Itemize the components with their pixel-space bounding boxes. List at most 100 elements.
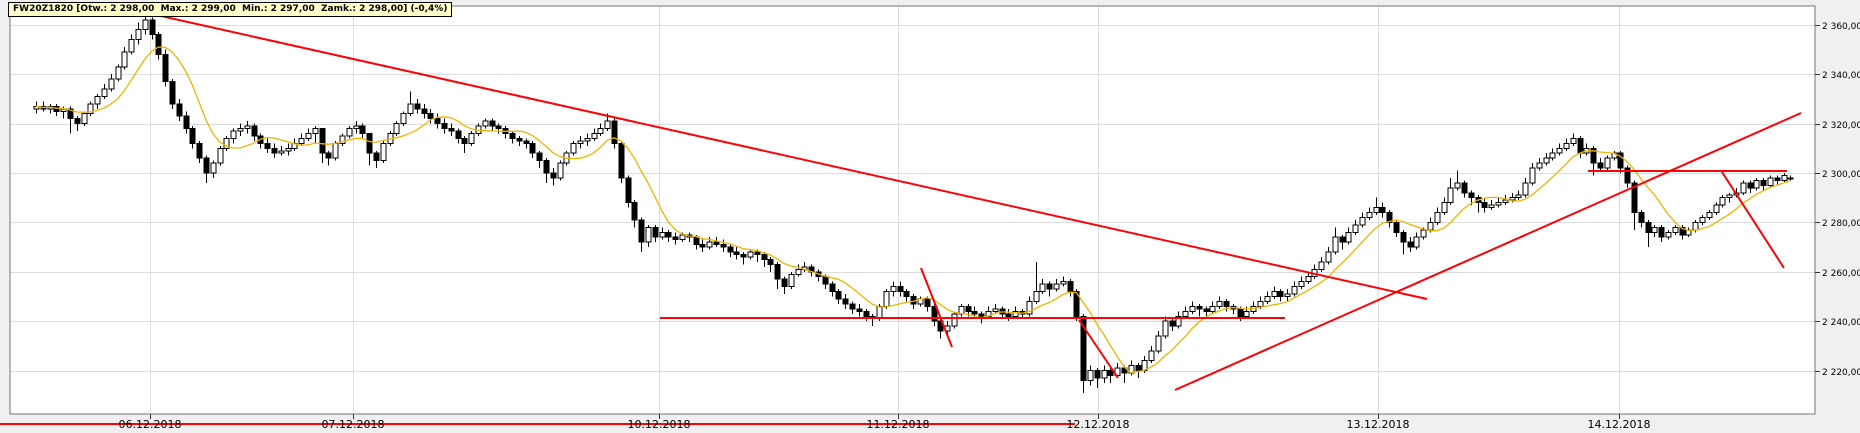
down-candle xyxy=(176,103,183,117)
up-candle xyxy=(1726,194,1733,199)
down-candle xyxy=(638,219,645,243)
down-candle xyxy=(536,152,543,162)
up-candle xyxy=(407,103,414,115)
up-candle xyxy=(223,137,230,149)
up-candle xyxy=(1298,281,1305,288)
down-candle xyxy=(754,251,761,256)
up-candle xyxy=(1305,276,1312,283)
down-candle xyxy=(720,244,727,248)
trendline-short-steep-drop-2[interactable] xyxy=(1078,319,1119,379)
up-candle xyxy=(1209,305,1216,312)
up-candle xyxy=(1488,204,1495,209)
up-candle xyxy=(128,39,135,53)
up-candle xyxy=(876,305,883,320)
up-candle xyxy=(1257,300,1264,307)
up-candle xyxy=(400,113,407,125)
trendlines[interactable] xyxy=(0,11,1802,425)
up-candle xyxy=(557,162,564,179)
up-candle xyxy=(1753,179,1760,189)
down-candle xyxy=(1617,152,1624,169)
down-candle xyxy=(461,137,468,144)
up-candle xyxy=(1155,335,1162,352)
trendline-long-descending-resistance[interactable] xyxy=(142,11,1428,300)
down-candle xyxy=(421,108,428,115)
down-candle xyxy=(427,113,434,120)
down-candle xyxy=(931,305,938,322)
down-candle xyxy=(897,286,904,293)
up-candle xyxy=(312,128,319,134)
down-candle xyxy=(1067,281,1074,293)
x-axis-date-label: 07.12.2018 xyxy=(322,418,385,431)
down-candle xyxy=(1774,177,1781,181)
up-candle xyxy=(1053,283,1060,290)
y-axis-label: 2 360,00 xyxy=(1822,22,1860,32)
up-candle xyxy=(1692,221,1699,231)
down-candle xyxy=(1203,308,1210,312)
up-candle xyxy=(1570,137,1577,144)
up-candle xyxy=(591,132,598,139)
down-candle xyxy=(251,125,258,137)
up-candle xyxy=(1447,187,1454,204)
down-candle xyxy=(1339,236,1346,243)
down-candle xyxy=(155,34,162,55)
down-candle xyxy=(1407,241,1414,248)
up-candle xyxy=(1373,207,1380,214)
down-candle xyxy=(509,132,516,139)
up-candle xyxy=(1604,157,1611,169)
down-candle xyxy=(727,246,734,253)
y-axis-label: 2 260,00 xyxy=(1822,269,1860,279)
down-candle xyxy=(924,298,931,307)
up-candle xyxy=(346,128,353,137)
up-candle xyxy=(1563,142,1570,149)
up-candle xyxy=(244,125,251,130)
up-candle xyxy=(951,313,958,327)
down-candle xyxy=(1107,370,1114,377)
up-candle xyxy=(1101,370,1108,379)
down-candle xyxy=(1080,315,1087,381)
up-candle xyxy=(1087,370,1094,381)
down-candle xyxy=(550,172,557,179)
down-candle xyxy=(1073,291,1080,317)
down-candle xyxy=(1379,207,1386,214)
down-candle xyxy=(1094,370,1101,379)
trendline-ascending-support[interactable] xyxy=(1174,112,1802,391)
down-candle xyxy=(1468,192,1475,199)
up-candle xyxy=(1509,197,1516,201)
down-candle xyxy=(1461,182,1468,194)
down-candle xyxy=(849,303,856,310)
trendline-short-steep-drop-1[interactable] xyxy=(920,267,953,348)
up-candle xyxy=(1672,226,1679,233)
trendline-short-steep-drop-right[interactable] xyxy=(1721,171,1785,269)
y-axis-label: 2 240,00 xyxy=(1822,318,1860,328)
up-candle xyxy=(1366,212,1373,218)
down-candle xyxy=(1223,300,1230,307)
up-candle xyxy=(679,234,686,241)
down-candle xyxy=(781,278,788,288)
down-candle xyxy=(196,142,203,159)
up-candle xyxy=(1264,296,1271,302)
instrument-info-label: FW20Z1820 [Otw.: 2 298,00 Max.: 2 299,00… xyxy=(8,2,453,17)
down-candle xyxy=(1196,305,1203,310)
up-candle xyxy=(210,162,217,174)
up-candle xyxy=(1420,229,1427,238)
down-candle xyxy=(489,120,496,127)
x-axis-date-label: 06.12.2018 xyxy=(119,418,182,431)
down-candle xyxy=(1747,182,1754,189)
down-candle xyxy=(1590,147,1597,164)
up-candle xyxy=(1318,261,1325,270)
plot-frame xyxy=(9,5,1816,415)
up-candle xyxy=(237,128,244,132)
plot-background xyxy=(10,6,1815,414)
up-candle xyxy=(1291,286,1298,295)
y-axis: 2 360,00 2 340,00 2 320,00 2 300,00 2 280,00… xyxy=(1815,22,1860,378)
down-candle xyxy=(965,305,972,312)
up-candle xyxy=(1713,204,1720,214)
x-axis-date-label: 12.12.2018 xyxy=(1067,418,1130,431)
down-candle xyxy=(1624,167,1631,184)
up-candle xyxy=(468,132,475,144)
y-axis-label: 2 300,00 xyxy=(1822,170,1860,180)
up-candle xyxy=(1781,174,1788,181)
up-candle xyxy=(577,140,584,144)
up-candle xyxy=(87,103,94,115)
